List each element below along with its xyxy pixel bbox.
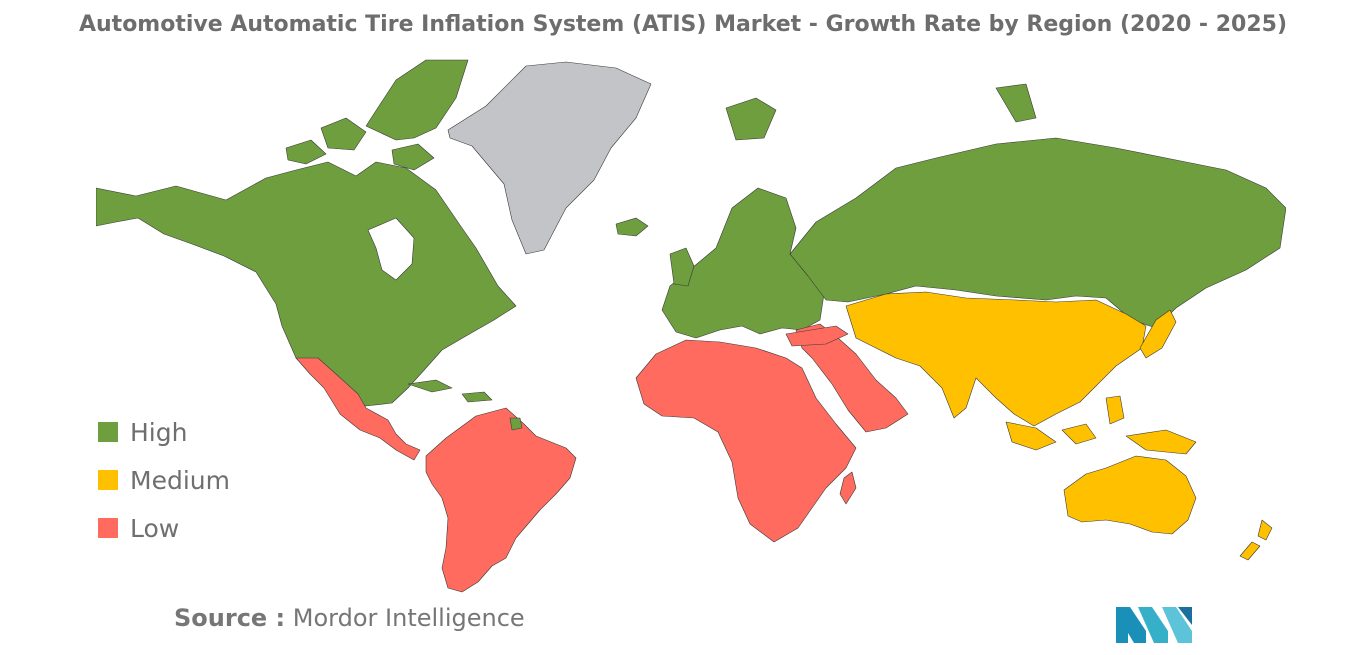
region-africa: [635, 339, 857, 543]
source-text: Mordor Intelligence: [285, 604, 525, 632]
legend-swatch-low: [98, 518, 118, 538]
legend-swatch-medium: [98, 470, 118, 490]
legend-item-low: Low: [98, 504, 230, 552]
region-mexico: [295, 357, 421, 461]
legend-label-low: Low: [130, 513, 180, 543]
region-australia: [1063, 455, 1197, 535]
world-map: [96, 59, 1286, 593]
source-credit: Source : Mordor Intelligence: [174, 604, 525, 632]
region-arctic-islands: [365, 59, 469, 141]
mordor-intelligence-logo-icon: [1116, 607, 1192, 643]
region-middle-east: [795, 323, 909, 433]
region-russia: [789, 137, 1286, 329]
chart-title: Automotive Automatic Tire Inflation Syst…: [78, 12, 1287, 37]
region-south-america: [425, 407, 577, 593]
legend-label-medium: Medium: [130, 465, 230, 495]
region-europe: [661, 187, 825, 339]
map-legend: High Medium Low: [98, 408, 230, 552]
region-greenland: [447, 61, 652, 255]
region-asia: [845, 291, 1147, 427]
legend-item-high: High: [98, 408, 230, 456]
legend-item-medium: Medium: [98, 456, 230, 504]
legend-label-high: High: [130, 417, 188, 447]
region-north-america: [96, 161, 517, 407]
legend-swatch-high: [98, 422, 118, 442]
source-label: Source :: [174, 604, 286, 632]
